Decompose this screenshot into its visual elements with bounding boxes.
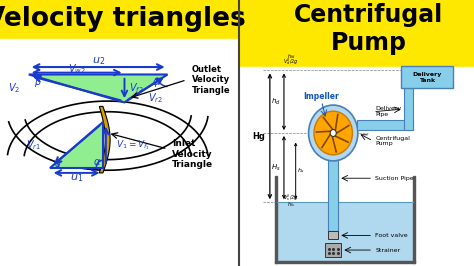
Text: Centrifugal
Pump: Centrifugal Pump xyxy=(375,136,410,146)
Text: Impeller: Impeller xyxy=(304,92,339,101)
Circle shape xyxy=(309,105,358,161)
Text: $h_d$: $h_d$ xyxy=(271,97,281,107)
Text: $\theta$: $\theta$ xyxy=(54,157,61,169)
Text: $V_{r2}$: $V_{r2}$ xyxy=(148,91,164,105)
Text: $V_2$: $V_2$ xyxy=(8,82,20,95)
Text: Delivery
Tank: Delivery Tank xyxy=(412,72,442,82)
Circle shape xyxy=(330,130,336,136)
Bar xyxy=(0,39,239,266)
Text: $\alpha$: $\alpha$ xyxy=(93,157,101,167)
Circle shape xyxy=(314,111,353,155)
Bar xyxy=(401,66,453,88)
Text: $h_{fs}$: $h_{fs}$ xyxy=(287,200,295,209)
Bar xyxy=(356,120,413,130)
Bar xyxy=(274,176,277,263)
Bar xyxy=(274,261,415,263)
Text: $h_{fd}$: $h_{fd}$ xyxy=(287,52,295,61)
Polygon shape xyxy=(29,74,168,102)
Bar xyxy=(325,243,341,257)
Polygon shape xyxy=(50,122,103,168)
Text: Strainer: Strainer xyxy=(375,248,401,252)
Text: Foot valve: Foot valve xyxy=(375,233,408,238)
Text: $V_s^2/2g$: $V_s^2/2g$ xyxy=(283,193,299,203)
Bar xyxy=(328,154,338,231)
Text: Hg: Hg xyxy=(252,132,265,141)
Bar xyxy=(277,202,412,261)
Bar xyxy=(328,231,338,239)
Text: $V_1=V_{f_1}$: $V_1=V_{f_1}$ xyxy=(116,138,150,152)
Text: $V_d^2/2g$: $V_d^2/2g$ xyxy=(283,56,299,66)
Text: $h_s$: $h_s$ xyxy=(297,167,305,175)
Text: Suction Pipe: Suction Pipe xyxy=(375,176,414,181)
Text: $V_{f2}$: $V_{f2}$ xyxy=(129,82,144,95)
Text: $V_{r1}$: $V_{r1}$ xyxy=(26,138,41,152)
Text: Delivery
Pipe: Delivery Pipe xyxy=(375,106,401,117)
Polygon shape xyxy=(100,106,110,173)
Text: $V_{w2}$: $V_{w2}$ xyxy=(68,62,85,76)
Text: Velocity triangles: Velocity triangles xyxy=(0,6,245,32)
Text: Centrifugal
Pump: Centrifugal Pump xyxy=(294,3,443,55)
Bar xyxy=(402,68,452,86)
Text: $u_1$: $u_1$ xyxy=(70,172,83,184)
Text: $\phi$: $\phi$ xyxy=(152,76,160,89)
Text: $H_s$: $H_s$ xyxy=(271,163,281,173)
Text: $\beta$: $\beta$ xyxy=(34,75,42,89)
Text: Outlet
Velocity
Triangle: Outlet Velocity Triangle xyxy=(191,65,230,95)
Text: Inlet
Velocity
Triangle: Inlet Velocity Triangle xyxy=(173,139,213,169)
Bar xyxy=(239,66,474,266)
Text: $u_2$: $u_2$ xyxy=(91,55,105,66)
Bar xyxy=(412,176,415,263)
Bar xyxy=(403,72,413,130)
